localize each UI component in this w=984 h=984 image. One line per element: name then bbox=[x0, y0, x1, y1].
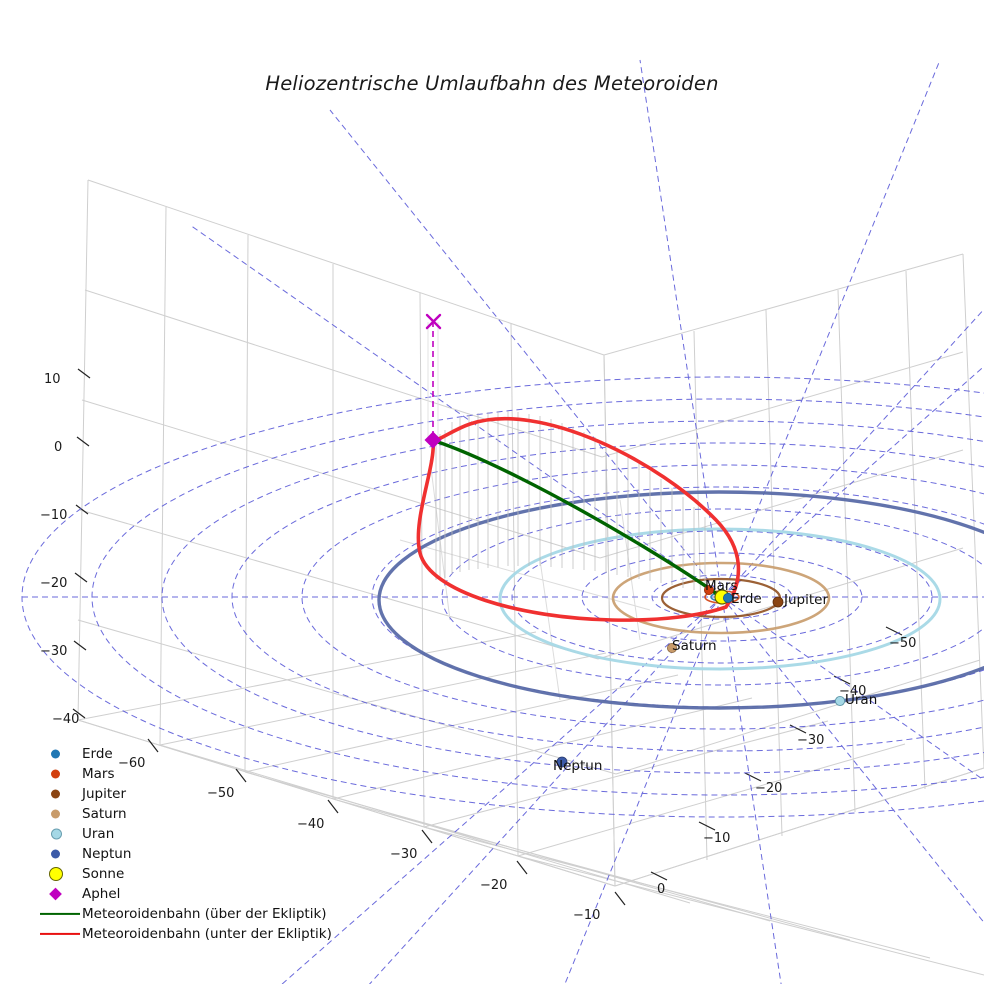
legend-item-erde[interactable]: Erde bbox=[36, 744, 356, 764]
xtick-4: −20 bbox=[480, 878, 508, 893]
label-erde: Erde bbox=[731, 591, 762, 607]
ztick-2: −10 bbox=[40, 508, 68, 523]
legend-marker-erde bbox=[36, 744, 82, 764]
orbit-neptun bbox=[377, 490, 984, 710]
xtick-3: −30 bbox=[390, 847, 418, 862]
legend-marker-aphel bbox=[36, 884, 82, 904]
xtick-2: −40 bbox=[297, 817, 325, 832]
legend-label-jupiter: Jupiter bbox=[82, 786, 127, 802]
ytick-5: 0 bbox=[657, 882, 666, 897]
label-neptun: Neptun bbox=[553, 758, 603, 774]
marker-uran[interactable] bbox=[834, 695, 846, 707]
legend-item-orbit-above[interactable]: Meteoroidenbahn (über der Ekliptik) bbox=[36, 904, 356, 924]
legend-item-uran[interactable]: Uran bbox=[36, 824, 356, 844]
legend-label-aphel: Aphel bbox=[82, 886, 121, 902]
legend-item-mars[interactable]: Mars bbox=[36, 764, 356, 784]
legend-marker-neptun bbox=[36, 844, 82, 864]
marker-erde[interactable] bbox=[723, 593, 734, 604]
legend: Erde Mars Jupiter Saturn Uran Neptun Son… bbox=[36, 744, 356, 944]
ytick-3: −20 bbox=[755, 781, 783, 796]
ytick-2: −30 bbox=[797, 733, 825, 748]
legend-marker-mars bbox=[36, 764, 82, 784]
orbit-uran bbox=[498, 527, 942, 671]
marker-saturn[interactable] bbox=[667, 643, 678, 654]
xtick-1: −50 bbox=[207, 786, 235, 801]
ztick-3: −20 bbox=[40, 576, 68, 591]
legend-label-mars: Mars bbox=[82, 766, 115, 782]
legend-label-uran: Uran bbox=[82, 826, 115, 842]
legend-marker-jupiter bbox=[36, 784, 82, 804]
legend-item-saturn[interactable]: Saturn bbox=[36, 804, 356, 824]
ytick-4: −10 bbox=[703, 831, 731, 846]
ytick-0: −50 bbox=[889, 636, 917, 651]
ztick-5: −40 bbox=[52, 712, 80, 727]
legend-label-orbit-below: Meteoroidenbahn (unter der Ekliptik) bbox=[82, 926, 332, 942]
label-jupiter: Jupiter bbox=[784, 592, 829, 608]
legend-marker-uran bbox=[36, 824, 82, 844]
marker-jupiter[interactable] bbox=[772, 596, 784, 608]
legend-item-neptun[interactable]: Neptun bbox=[36, 844, 356, 864]
xtick-5: −10 bbox=[573, 908, 601, 923]
label-saturn: Saturn bbox=[672, 638, 717, 654]
xtick-0: −60 bbox=[118, 756, 146, 771]
legend-item-aphel[interactable]: Aphel bbox=[36, 884, 356, 904]
page-title: Heliozentrische Umlaufbahn des Meteoroid… bbox=[265, 72, 719, 95]
legend-marker-orbit-below bbox=[36, 924, 82, 944]
ztick-4: −30 bbox=[40, 644, 68, 659]
marker-aphel[interactable] bbox=[424, 431, 442, 449]
ztick-0: 10 bbox=[44, 372, 61, 387]
aphel-column-guide bbox=[427, 322, 439, 437]
orbit-above-ecliptic bbox=[433, 439, 723, 599]
marker-neptun[interactable] bbox=[556, 756, 568, 768]
legend-label-erde: Erde bbox=[82, 746, 113, 762]
legend-marker-sonne bbox=[36, 864, 82, 884]
legend-label-neptun: Neptun bbox=[82, 846, 132, 862]
legend-label-saturn: Saturn bbox=[82, 806, 127, 822]
legend-label-sonne: Sonne bbox=[82, 866, 125, 882]
orbit-saturn bbox=[611, 561, 831, 635]
label-uran: Uran bbox=[845, 692, 878, 708]
aphel-projection-x-icon bbox=[425, 313, 442, 330]
legend-item-jupiter[interactable]: Jupiter bbox=[36, 784, 356, 804]
ytick-1: −40 bbox=[839, 684, 867, 699]
marker-mars[interactable] bbox=[704, 585, 715, 596]
legend-item-orbit-below[interactable]: Meteoroidenbahn (unter der Ekliptik) bbox=[36, 924, 356, 944]
legend-label-orbit-above: Meteoroidenbahn (über der Ekliptik) bbox=[82, 906, 327, 922]
ztick-1: 0 bbox=[54, 440, 63, 455]
legend-marker-orbit-above bbox=[36, 904, 82, 924]
legend-item-sonne[interactable]: Sonne bbox=[36, 864, 356, 884]
label-mars: Mars bbox=[705, 578, 738, 594]
legend-marker-saturn bbox=[36, 804, 82, 824]
